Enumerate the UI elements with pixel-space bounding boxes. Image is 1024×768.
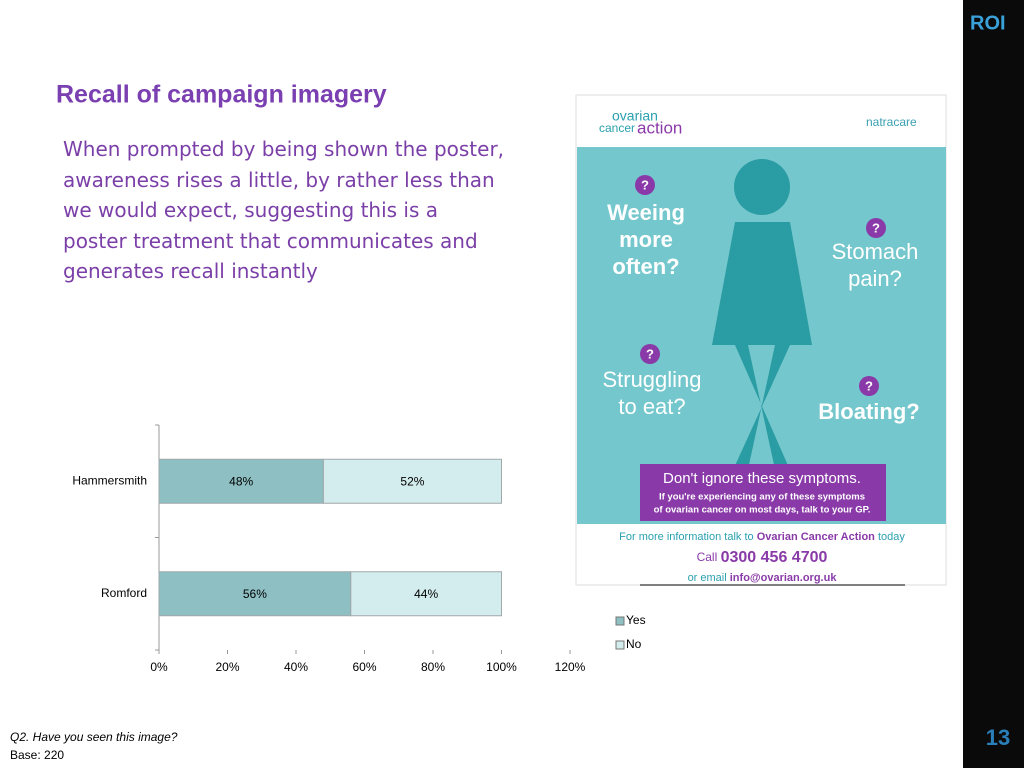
x-tick-label: 60% bbox=[352, 660, 376, 674]
sponsor: natracare bbox=[866, 115, 917, 129]
legend-label: Yes bbox=[626, 613, 646, 627]
brand: action bbox=[637, 118, 682, 137]
email-part: or email bbox=[688, 572, 730, 584]
info: For more information talk to Ovarian Can… bbox=[619, 531, 905, 543]
symptom: Weeing bbox=[607, 200, 685, 225]
x-tick-label: 40% bbox=[284, 660, 308, 674]
brand: ovarian bbox=[612, 108, 658, 124]
question-mark: ? bbox=[865, 378, 873, 393]
call-part: Call bbox=[697, 550, 721, 564]
figure-dress bbox=[712, 222, 812, 345]
figure-head bbox=[734, 159, 790, 215]
x-tick-label: 80% bbox=[421, 660, 445, 674]
subline: If you're experiencing any of these symp… bbox=[659, 492, 865, 503]
legend-label: No bbox=[626, 637, 642, 651]
symptom: Stomach bbox=[832, 239, 919, 264]
x-tick-label: 120% bbox=[555, 660, 586, 674]
side-band bbox=[963, 0, 1024, 768]
headline: Don't ignore these symptoms. bbox=[663, 470, 861, 487]
email-part: info@ovarian.org.uk bbox=[730, 572, 838, 584]
symptom: to eat? bbox=[618, 394, 685, 419]
legend-swatch bbox=[615, 616, 625, 626]
x-tick-label: 0% bbox=[150, 660, 168, 674]
slide-title: Recall of campaign imagery bbox=[56, 81, 387, 109]
category-label: Hammersmith bbox=[72, 473, 147, 487]
symptom: Bloating? bbox=[818, 399, 919, 424]
base: Base: 220 bbox=[10, 748, 64, 762]
bar-segment bbox=[350, 571, 502, 617]
x-tick-label: 100% bbox=[486, 660, 517, 674]
value-label: 48% bbox=[229, 474, 253, 488]
value-label: 52% bbox=[400, 474, 424, 488]
logo: ROI bbox=[970, 12, 1006, 34]
symptom: pain? bbox=[848, 266, 902, 291]
info-part: Ovarian Cancer Action bbox=[757, 531, 875, 543]
category-label: Romford bbox=[101, 586, 147, 600]
value-label: 56% bbox=[243, 587, 267, 601]
body-text: When prompted by being shown the poster,… bbox=[63, 137, 505, 283]
question-mark: ? bbox=[641, 177, 649, 192]
call: Call 0300 456 4700 bbox=[697, 549, 828, 566]
symptom: often? bbox=[612, 254, 679, 279]
value-label: 44% bbox=[414, 587, 438, 601]
question-mark: ? bbox=[646, 346, 654, 361]
bar-segment bbox=[322, 458, 502, 504]
email: or email info@ovarian.org.uk bbox=[688, 572, 838, 584]
symptom: Struggling bbox=[602, 367, 701, 392]
symptom: more bbox=[619, 227, 673, 252]
chart: 0% 20% 40% 60% 80% 100% 120% Hammersmith 48% 52% R… bbox=[72, 424, 646, 674]
subline: of ovarian cancer on most days, talk to … bbox=[654, 505, 871, 516]
poster: ovarian cancer action natracare ? ? ? ? … bbox=[575, 94, 947, 586]
brand: cancer bbox=[599, 121, 635, 135]
page-number: 13 bbox=[986, 725, 1010, 750]
question: Q2. Have you seen this image? bbox=[10, 730, 178, 744]
question-mark: ? bbox=[872, 220, 880, 235]
banner bbox=[640, 464, 886, 521]
figure-legs bbox=[733, 345, 790, 474]
info-part: today bbox=[875, 531, 905, 543]
legend-swatch bbox=[615, 640, 625, 650]
info-part: For more information talk to bbox=[619, 531, 757, 543]
call-part: 0300 456 4700 bbox=[721, 549, 828, 566]
bar-segment bbox=[158, 571, 352, 617]
x-tick-label: 20% bbox=[215, 660, 239, 674]
